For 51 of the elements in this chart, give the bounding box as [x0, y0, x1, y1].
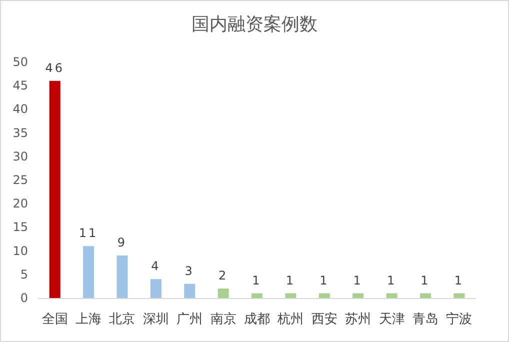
data-label: 3 — [184, 264, 194, 278]
x-tick-label: 青岛 — [412, 312, 438, 327]
bar — [318, 293, 330, 298]
data-label: 1 — [252, 273, 262, 288]
x-tick-label: 西安 — [311, 311, 338, 327]
y-tick-label: 0 — [20, 291, 28, 305]
data-label: 4 — [151, 259, 161, 274]
y-tick-label: 5 — [20, 267, 28, 282]
data-label: 1 — [386, 273, 397, 288]
bar — [454, 293, 465, 298]
x-tick-label: 宁波 — [446, 311, 472, 327]
x-tick-label: 天津 — [378, 312, 405, 327]
bar — [420, 293, 431, 298]
bar — [49, 80, 60, 298]
data-label: 11 — [78, 226, 98, 240]
y-tick-label: 40 — [12, 102, 28, 116]
bar — [83, 246, 94, 298]
data-label: 1 — [320, 273, 330, 288]
x-tick-label: 苏州 — [345, 312, 372, 327]
bar — [218, 288, 229, 298]
y-tick-label: 15 — [12, 220, 28, 234]
data-label: 1 — [353, 273, 363, 288]
data-label: 1 — [420, 273, 430, 288]
bar — [285, 293, 296, 298]
bar — [386, 293, 398, 298]
data-label: 2 — [218, 268, 228, 283]
y-tick-label: 20 — [12, 196, 28, 211]
y-tick-label: 35 — [12, 126, 28, 140]
bar — [150, 279, 162, 298]
x-tick-label: 北京 — [109, 312, 136, 327]
chart-title: 国内融资案例数 — [192, 14, 318, 35]
bar — [184, 284, 196, 298]
x-tick-label: 上海 — [76, 312, 102, 327]
x-tick-label: 深圳 — [142, 312, 169, 327]
bar — [116, 256, 128, 298]
bar — [252, 293, 262, 298]
x-tick-label: 成都 — [244, 312, 270, 327]
y-tick-label: 50 — [12, 55, 28, 69]
y-tick-label: 25 — [12, 173, 28, 187]
x-tick-label: 全国 — [42, 312, 68, 327]
data-label: 1 — [454, 273, 464, 288]
y-tick-label: 45 — [12, 78, 28, 93]
data-label: 9 — [117, 236, 128, 250]
x-tick-label: 南京 — [210, 312, 236, 327]
y-tick-label: 30 — [12, 149, 28, 164]
y-tick-label: 10 — [12, 244, 28, 258]
bar — [352, 293, 364, 298]
x-tick-label: 广州 — [176, 312, 203, 327]
x-tick-label: 杭州 — [276, 312, 304, 327]
data-label: 46 — [45, 60, 64, 75]
data-label: 1 — [286, 273, 296, 288]
